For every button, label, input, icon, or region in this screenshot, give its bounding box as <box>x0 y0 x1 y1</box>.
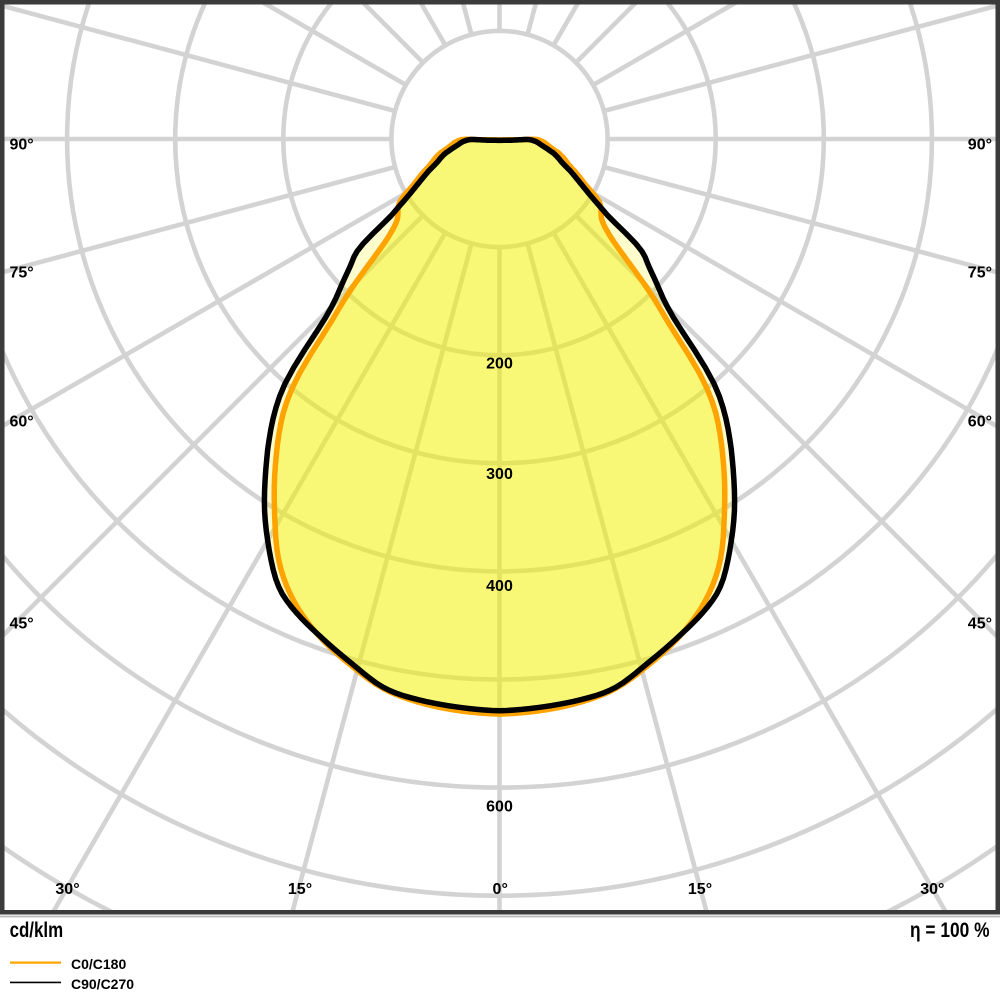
svg-text:0°: 0° <box>493 881 508 898</box>
svg-text:90°: 90° <box>968 137 992 154</box>
svg-text:60°: 60° <box>10 414 34 431</box>
svg-text:90°: 90° <box>10 137 34 154</box>
svg-text:75°: 75° <box>968 265 992 282</box>
svg-text:30°: 30° <box>920 881 944 898</box>
svg-text:15°: 15° <box>688 881 712 898</box>
svg-text:η = 100 %: η = 100 % <box>910 919 990 942</box>
svg-text:400: 400 <box>486 578 513 595</box>
svg-text:C90/C270: C90/C270 <box>71 976 134 992</box>
svg-text:300: 300 <box>486 466 513 483</box>
svg-text:45°: 45° <box>968 616 992 633</box>
svg-text:45°: 45° <box>10 616 34 633</box>
svg-text:cd/klm: cd/klm <box>10 919 64 942</box>
svg-text:600: 600 <box>486 799 513 816</box>
svg-text:15°: 15° <box>288 881 312 898</box>
svg-text:30°: 30° <box>55 881 79 898</box>
svg-text:C0/C180: C0/C180 <box>71 956 126 972</box>
svg-text:60°: 60° <box>968 414 992 431</box>
svg-text:75°: 75° <box>10 265 34 282</box>
svg-text:200: 200 <box>486 356 513 373</box>
